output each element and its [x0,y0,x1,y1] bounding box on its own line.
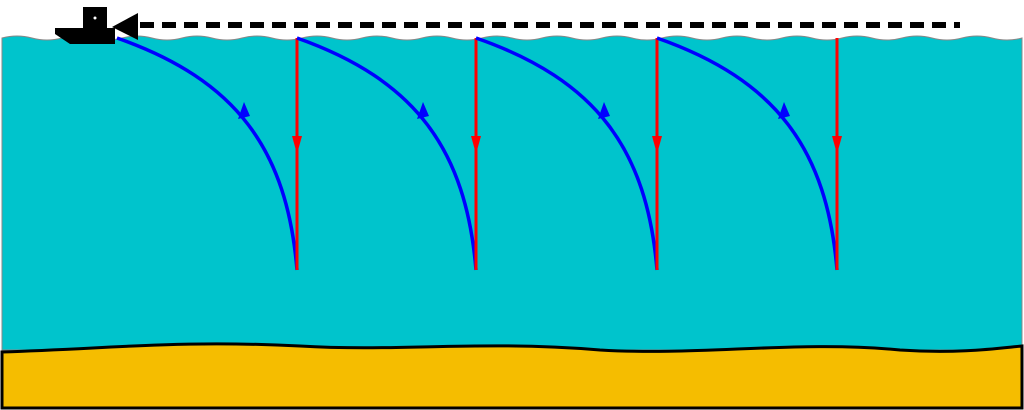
transducer-icon [112,13,138,40]
water [1,35,1023,351]
return-arrow-icon [778,102,790,119]
return-arrow-icon [598,102,610,119]
down-arrow-icon [832,136,842,154]
return-ray [296,36,478,271]
return-arrow-icon [238,102,250,119]
seabed [0,342,1024,410]
return-arrow-icon [417,102,429,119]
return-ray [116,36,299,271]
return-ray [656,36,839,271]
down-arrow-icon [292,136,302,154]
ship-icon [55,7,138,44]
return-ray [475,36,659,271]
down-arrow-icon [471,136,481,154]
down-arrow-icon [652,136,662,154]
